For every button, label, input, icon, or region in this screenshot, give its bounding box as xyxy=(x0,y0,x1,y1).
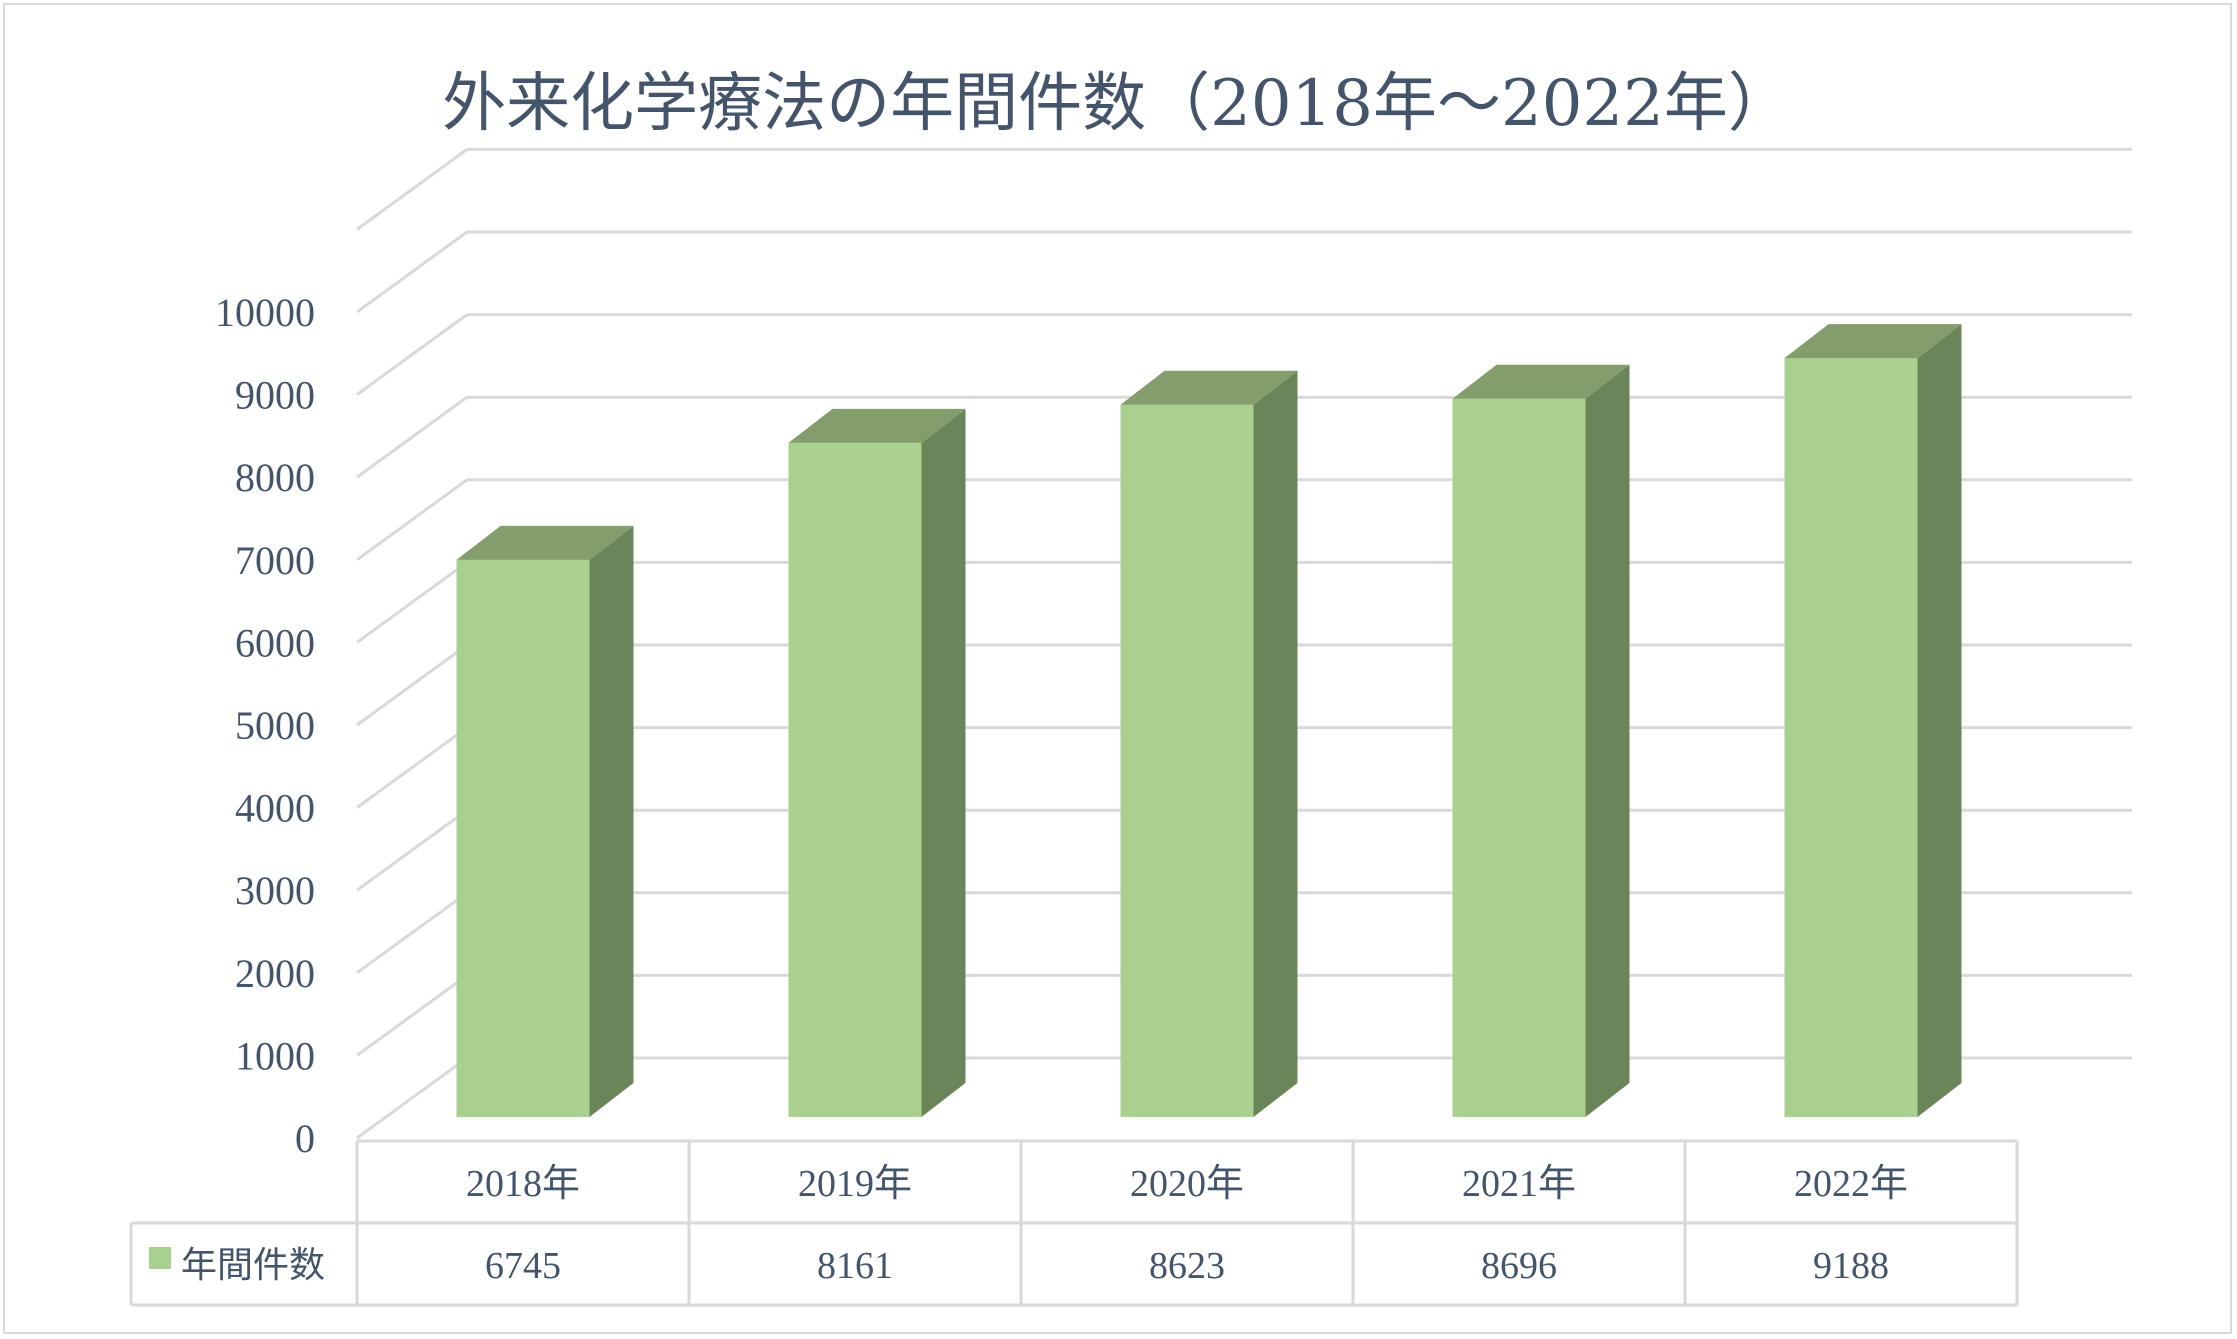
bar-top xyxy=(788,408,966,443)
y-tick-label: 10000 xyxy=(215,290,315,335)
gridline-diagonal xyxy=(356,561,468,644)
y-axis-ticks: 0 1000 2000 3000 4000 5000 6000 7000 8000 9000 100… xyxy=(215,290,315,1161)
y-tick-label: 6000 xyxy=(235,620,315,665)
table-category-label: 2020年 xyxy=(1130,1163,1244,1205)
y-tick-label: 5000 xyxy=(235,703,315,748)
bar-front xyxy=(456,559,590,1117)
bars xyxy=(456,324,1962,1118)
table-value: 6745 xyxy=(485,1245,561,1287)
table-value: 9188 xyxy=(1813,1245,1889,1287)
y-tick-label: 2000 xyxy=(235,951,315,996)
bar xyxy=(1452,364,1630,1117)
y-tick-label: 7000 xyxy=(235,538,315,583)
bar-top xyxy=(456,525,634,560)
bar-top xyxy=(1452,364,1630,399)
gridline-diagonal xyxy=(356,891,468,975)
bar-side xyxy=(1585,364,1630,1117)
bar xyxy=(456,525,634,1117)
bar-side xyxy=(1253,370,1298,1117)
y-tick-label: 9000 xyxy=(235,373,315,418)
gridline-diagonal xyxy=(356,313,468,396)
table-value: 8623 xyxy=(1149,1245,1225,1287)
chart-svg: 外来化学療法の年間件数（2018年～2022年） 0 1000 2000 3000 40… xyxy=(129,67,2132,1307)
chart-frame: 外来化学療法の年間件数（2018年～2022年） 0 1000 2000 3000 40… xyxy=(3,3,2232,1334)
table-value: 8161 xyxy=(817,1245,893,1287)
y-tick-label: 4000 xyxy=(235,786,315,831)
data-table: 2018年 6745 2019年 8161 2020年 8623 2021年 8696 2022… xyxy=(129,1139,2019,1307)
table-category-label: 2022年 xyxy=(1794,1163,1908,1205)
bar-side xyxy=(589,525,634,1117)
y-tick-label: 0 xyxy=(295,1116,315,1161)
bar-side xyxy=(1917,324,1962,1118)
y-tick-label: 1000 xyxy=(235,1033,315,1078)
y-tick-label: 8000 xyxy=(235,455,315,500)
bar-front xyxy=(788,442,922,1118)
table-category-label: 2018年 xyxy=(466,1163,580,1205)
bar xyxy=(1120,370,1298,1117)
legend-key xyxy=(149,1247,171,1269)
bar-front xyxy=(1452,398,1586,1117)
gridline-diagonal xyxy=(356,230,468,314)
gridline-diagonal xyxy=(356,148,468,231)
table-category-label: 2021年 xyxy=(1462,1163,1576,1205)
gridline-diagonal xyxy=(356,726,468,809)
legend-series-name: 年間件数 xyxy=(181,1245,325,1286)
table-category-label: 2019年 xyxy=(798,1163,912,1205)
gridline-diagonal xyxy=(356,808,468,892)
gridline-diagonal xyxy=(356,478,468,562)
gridline-diagonal xyxy=(356,974,468,1057)
bar-side xyxy=(921,408,966,1118)
bar-front xyxy=(1784,358,1918,1118)
bar-top xyxy=(1784,324,1962,359)
chart-title: 外来化学療法の年間件数（2018年～2022年） xyxy=(442,67,1792,141)
gridline-diagonal xyxy=(356,1056,468,1140)
gridline-diagonal xyxy=(356,643,468,727)
y-tick-label: 3000 xyxy=(235,868,315,913)
bar-top xyxy=(1120,370,1298,405)
table-value: 8696 xyxy=(1481,1245,1557,1287)
bar-front xyxy=(1120,404,1254,1117)
bar xyxy=(788,408,966,1118)
bar xyxy=(1784,324,1962,1118)
gridline-diagonal xyxy=(356,395,468,479)
